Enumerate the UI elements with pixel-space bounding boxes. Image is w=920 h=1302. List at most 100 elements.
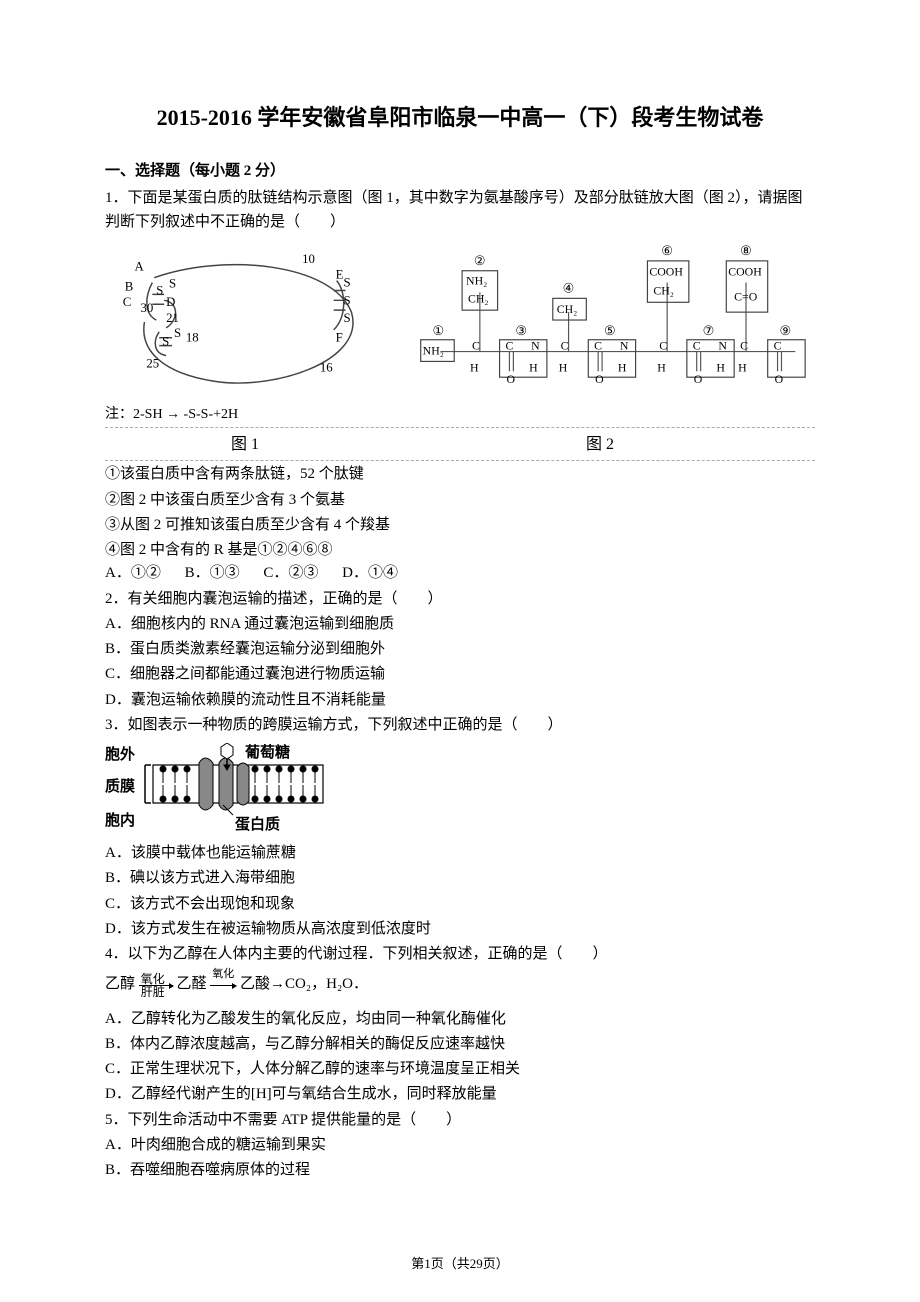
svg-text:C: C bbox=[561, 338, 569, 352]
svg-text:A: A bbox=[135, 259, 145, 273]
svg-text:O: O bbox=[694, 372, 703, 386]
svg-text:F: F bbox=[336, 330, 343, 344]
q1-opt-a: A．①② bbox=[105, 562, 161, 585]
svg-text:CH₂: CH₂ bbox=[653, 283, 674, 297]
q1-opt-c: C．②③ bbox=[263, 562, 318, 585]
q4-reaction: 乙醇 氧化肝脏 乙醛 氧化 乙酸→CO₂，H₂O． bbox=[105, 972, 815, 997]
section-header: 一、选择题（每小题 2 分） bbox=[105, 160, 815, 183]
label-glucose: 葡萄糖 bbox=[244, 743, 290, 761]
svg-text:C: C bbox=[693, 338, 701, 352]
q1-s1: ①该蛋白质中含有两条肽链，52 个肽键 bbox=[105, 463, 815, 486]
q1-figures: A B C D E F 10 16 18 21 25 30 SS SS SSS bbox=[105, 242, 815, 402]
q4-opt-c: C．正常生理状况下，人体分解乙醇的速率与环境温度呈正相关 bbox=[105, 1058, 815, 1081]
svg-text:10: 10 bbox=[302, 252, 315, 266]
svg-text:16: 16 bbox=[320, 360, 333, 374]
r-a2-top: 氧化 bbox=[210, 965, 236, 981]
svg-text:B: B bbox=[125, 279, 134, 293]
r-a1-top: 氧化 bbox=[139, 973, 167, 986]
svg-text:①: ① bbox=[433, 324, 444, 338]
svg-text:H: H bbox=[529, 360, 538, 374]
r-l1: 乙醇 bbox=[105, 976, 135, 992]
svg-text:H: H bbox=[657, 360, 666, 374]
svg-text:NH₂: NH₂ bbox=[466, 273, 487, 287]
svg-text:H: H bbox=[738, 360, 747, 374]
q3-stem: 3．如图表示一种物质的跨膜运输方式，下列叙述中正确的是（ ） bbox=[105, 714, 815, 737]
q5-stem: 5．下列生命活动中不需要 ATP 提供能量的是（ ） bbox=[105, 1109, 815, 1132]
svg-text:30: 30 bbox=[140, 301, 153, 315]
q1-figure1: A B C D E F 10 16 18 21 25 30 SS SS SSS bbox=[105, 242, 381, 402]
svg-text:C: C bbox=[740, 338, 748, 352]
svg-text:N: N bbox=[620, 338, 629, 352]
svg-text:②: ② bbox=[474, 254, 485, 268]
q4-opt-d: D．乙醇经代谢产生的[H]可与氧结合生成水，同时释放能量 bbox=[105, 1083, 815, 1106]
svg-text:C=O: C=O bbox=[734, 289, 758, 303]
q3-figure: 胞外 质膜 胞内 葡萄糖 蛋白质 bbox=[105, 743, 815, 838]
svg-text:18: 18 bbox=[186, 330, 199, 344]
q3-opt-a: A．该膜中载体也能运输蔗糖 bbox=[105, 842, 815, 865]
q3-opt-c: C．该方式不会出现饱和现象 bbox=[105, 893, 815, 916]
r-a1-bot: 肝脏 bbox=[139, 986, 167, 998]
svg-text:S: S bbox=[169, 276, 176, 290]
label-in: 胞内 bbox=[105, 811, 135, 829]
svg-text:N: N bbox=[531, 338, 540, 352]
svg-text:NH₂: NH₂ bbox=[423, 343, 444, 357]
svg-text:C: C bbox=[659, 338, 667, 352]
q1-s3: ③从图 2 可推知该蛋白质至少含有 4 个羧基 bbox=[105, 514, 815, 537]
q2-stem: 2．有关细胞内囊泡运输的描述，正确的是（ ） bbox=[105, 588, 815, 611]
svg-text:O: O bbox=[775, 372, 784, 386]
footer-mid: 页（共 bbox=[431, 1256, 470, 1271]
svg-text:C: C bbox=[594, 338, 602, 352]
svg-text:C: C bbox=[774, 338, 782, 352]
q4-opt-b: B．体内乙醇浓度越高，与乙醇分解相关的酶促反应速率越快 bbox=[105, 1033, 815, 1056]
svg-text:H: H bbox=[618, 360, 627, 374]
svg-text:③: ③ bbox=[515, 324, 526, 338]
q1-figure2: NH₂ NH₂ CH₂ CH₂ COOH CH₂ COOH C=O CCN CC… bbox=[401, 242, 815, 402]
svg-text:S: S bbox=[344, 311, 351, 325]
svg-text:H: H bbox=[559, 360, 568, 374]
svg-text:C: C bbox=[505, 338, 513, 352]
svg-text:H: H bbox=[470, 360, 479, 374]
q1-options: A．①② B．①③ C．②③ D．①④ bbox=[105, 562, 815, 585]
svg-text:⑧: ⑧ bbox=[740, 244, 751, 258]
label-out: 胞外 bbox=[105, 745, 135, 763]
svg-text:S: S bbox=[162, 334, 169, 348]
label-membrane: 质膜 bbox=[105, 777, 135, 795]
fig2-caption: 图 2 bbox=[385, 430, 815, 454]
svg-text:O: O bbox=[595, 372, 604, 386]
q3-opt-b: B．碘以该方式进入海带细胞 bbox=[105, 867, 815, 890]
svg-text:O: O bbox=[506, 372, 515, 386]
q3-opt-d: D．该方式发生在被运输物质从高浓度到低浓度时 bbox=[105, 918, 815, 941]
q2-opt-a: A．细胞核内的 RNA 通过囊泡运输到细胞质 bbox=[105, 613, 815, 636]
svg-text:H: H bbox=[716, 360, 725, 374]
q2-opt-d: D．囊泡运输依赖膜的流动性且不消耗能量 bbox=[105, 689, 815, 712]
svg-text:S: S bbox=[156, 283, 163, 297]
page-footer: 第1页（共29页） bbox=[0, 1253, 920, 1272]
r-l3: 乙酸→CO₂，H₂O． bbox=[240, 976, 368, 992]
svg-text:D: D bbox=[166, 295, 175, 309]
footer-prefix: 第 bbox=[411, 1256, 424, 1271]
q2-opt-c: C．细胞器之间都能通过囊泡进行物质运输 bbox=[105, 663, 815, 686]
svg-text:N: N bbox=[718, 338, 727, 352]
q1-stem: 1．下面是某蛋白质的肽链结构示意图（图 1，其中数字为氨基酸序号）及部分肽链放大… bbox=[105, 187, 815, 234]
svg-text:CH₂: CH₂ bbox=[557, 302, 578, 316]
q4-stem: 4．以下为乙醇在人体内主要的代谢过程．下列相关叙述，正确的是（ ） bbox=[105, 943, 815, 966]
svg-text:S: S bbox=[344, 275, 351, 289]
q5-opt-a: A．叶肉细胞合成的糖运输到果实 bbox=[105, 1134, 815, 1157]
svg-text:S: S bbox=[344, 293, 351, 307]
svg-text:⑦: ⑦ bbox=[703, 324, 714, 338]
q1-fig-captions: 图 1 图 2 bbox=[105, 430, 815, 454]
svg-text:C: C bbox=[123, 295, 132, 309]
svg-text:⑨: ⑨ bbox=[780, 324, 791, 338]
svg-text:COOH: COOH bbox=[728, 264, 762, 278]
svg-text:C: C bbox=[472, 338, 480, 352]
q1-s4: ④图 2 中含有的 R 基是①②④⑥⑧ bbox=[105, 539, 815, 562]
q4-opt-a: A．乙醇转化为乙酸发生的氧化反应，均由同一种氧化酶催化 bbox=[105, 1008, 815, 1031]
q1-note: 注：2-SH → -S-S-+2H bbox=[105, 404, 815, 426]
svg-text:E: E bbox=[336, 267, 344, 281]
q1-s2: ②图 2 中该蛋白质至少含有 3 个氨基 bbox=[105, 489, 815, 512]
svg-text:CH₂: CH₂ bbox=[468, 291, 489, 305]
q5-opt-b: B．吞噬细胞吞噬病原体的过程 bbox=[105, 1159, 815, 1182]
svg-text:⑥: ⑥ bbox=[661, 244, 672, 258]
svg-text:S: S bbox=[174, 326, 181, 340]
svg-text:④: ④ bbox=[563, 281, 574, 295]
